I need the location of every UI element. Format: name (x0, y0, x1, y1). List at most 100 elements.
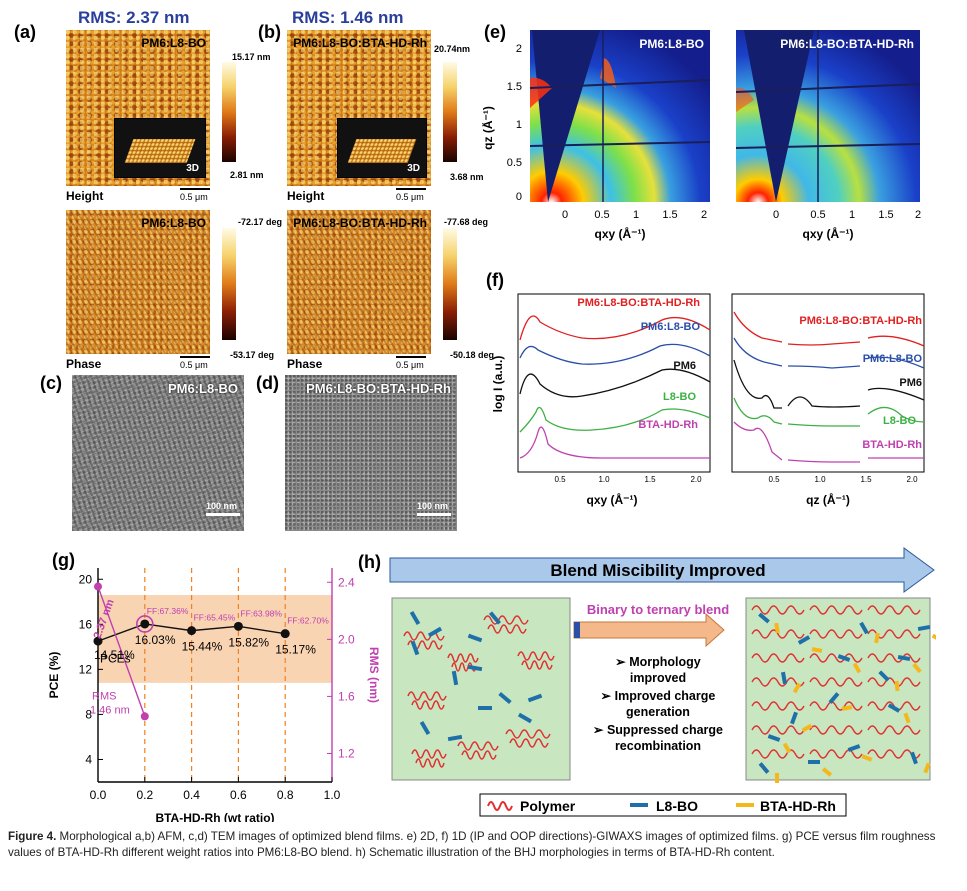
afm-b-3d-inset: 3D (337, 118, 427, 178)
tem-d-scalebar (417, 513, 451, 516)
chart-ylabel-right: RMS (nm) (367, 647, 380, 703)
tem-c-image: PM6:L8-BO 100 nm (72, 375, 244, 531)
l8bo-molecule (527, 693, 543, 703)
legend-rms: RMS (92, 690, 116, 702)
afm-a-phase-min: -53.17 deg (230, 350, 275, 360)
l8bo-molecule (447, 734, 463, 742)
rms-point (140, 712, 149, 721)
giwaxs-2d-xtick: 2 (915, 209, 921, 221)
afm-b-phase-min: -50.18 deg (450, 350, 495, 360)
afm-b-phase-scale-text: 0.5 μm (396, 360, 424, 370)
panel-label-d: (d) (256, 373, 279, 393)
giwaxs-2d-ytick: 1 (516, 119, 522, 131)
afm-a-rms: RMS: 2.37 nm (78, 8, 190, 27)
bta-molecule (852, 662, 862, 674)
polymer-chain (809, 629, 863, 639)
curve-right-ternary (733, 311, 925, 347)
arrow-label: Binary to ternary blend (587, 602, 729, 617)
bta-molecule (894, 680, 900, 692)
curve-right-bta (733, 421, 924, 463)
legend-pce: PCEs (100, 652, 131, 666)
curve-right-l8bo (733, 397, 925, 427)
polymer-chain (809, 725, 863, 735)
inset-3d-label: 3D (186, 163, 199, 174)
giwaxs-1d-xlabel-left: qxy (Å⁻¹) (587, 492, 638, 507)
curve-left-pm6 (519, 368, 711, 398)
tem-d-name: PM6:L8-BO:BTA-HD-Rh (306, 381, 451, 396)
afm-a-phase-image: PM6:L8-BO (66, 210, 210, 354)
highlight-band (98, 595, 332, 683)
afm-a-scalebar (180, 188, 210, 190)
afm-b-scale-text: 0.5 μm (396, 192, 424, 202)
rms-line (97, 586, 146, 717)
series-label-left: PM6:L8-BO:BTA-HD-Rh (577, 297, 700, 309)
l8bo-molecule (478, 706, 492, 710)
x-tick-label: 0.6 (230, 788, 247, 802)
pce-rms-chart: 4 8 12 16 20 1.2 1.6 2.0 2.4 0.0 0.2 0.4 0.6 0.8 1.0 1… (47, 568, 380, 822)
l8bo-molecule (410, 640, 420, 656)
polymer-chain (487, 624, 527, 634)
ternary-blend-box (745, 597, 931, 781)
panel-label-c: (c) (40, 373, 62, 393)
y-tick-label: 20 (79, 572, 93, 586)
y-right-tick-label: 2.4 (338, 575, 355, 589)
series-label-right: PM6:L8-BO:BTA-HD-Rh (799, 315, 922, 327)
bullet-morphology-line1: ➢ Morphology (615, 655, 701, 669)
polymer-chain (867, 605, 921, 615)
polymer-chain (483, 615, 529, 625)
giwaxs-1d-xtick: 2.0 (690, 475, 702, 484)
rms-bottom-label: 1.46 nm (90, 704, 130, 716)
legend-polymer: Polymer (520, 798, 576, 814)
polymer-chain (751, 725, 805, 735)
panel-label-b: (b) (258, 22, 281, 42)
polymer-chain (751, 653, 805, 663)
giwaxs-2d-xlabel-right: qxy (Å⁻¹) (803, 226, 854, 241)
panel-label-e: (e) (484, 22, 506, 42)
polymer-chain (751, 701, 805, 711)
giwaxs-2d-xlabel-left: qxy (Å⁻¹) (595, 226, 646, 241)
polymer-chain (867, 677, 921, 687)
afm-a-phase-colorbar (222, 228, 236, 340)
series-label-right: BTA-HD-Rh (862, 439, 922, 451)
afm-a-height-image: PM6:L8-BO 3D (66, 30, 210, 186)
y-right-tick-label: 1.2 (338, 746, 355, 760)
bta-molecule (903, 712, 911, 724)
x-tick-label: 0.8 (277, 788, 294, 802)
polymer-chain (751, 749, 805, 759)
afm-b-height-max: 20.74nm (434, 44, 471, 54)
polymer-chain (505, 729, 551, 739)
tem-c-scale-text: 100 nm (206, 501, 238, 511)
l8bo-molecule (797, 635, 811, 645)
inset-3d-label: 3D (407, 163, 420, 174)
bta-molecule (923, 762, 931, 774)
polymer-chain (751, 605, 805, 615)
ff-label: FF:63.98% (240, 608, 282, 618)
series-label-right: L8-BO (883, 415, 916, 427)
afm-b-height-image: PM6:L8-BO:BTA-HD-Rh 3D (287, 30, 431, 186)
giwaxs-2d-ytick: 1.5 (507, 81, 522, 93)
curve-right-binary (733, 337, 925, 369)
afm-a-phase-scale-text: 0.5 μm (180, 360, 208, 370)
chart-xlabel: BTA-HD-Rh (wt ratio) (155, 811, 274, 822)
bta-molecule (821, 767, 833, 777)
bta-molecule (874, 632, 880, 644)
tem-c-name: PM6:L8-BO (167, 381, 238, 396)
pce-value-label: 16.03% (135, 633, 176, 647)
polymer-chain (411, 700, 445, 710)
l8bo-molecule (758, 762, 770, 774)
giwaxs-1d-xtick: 2.0 (906, 475, 918, 484)
bullet-recomb-line2: recombination (615, 739, 701, 753)
afm-a-scale-text: 0.5 μm (180, 192, 208, 202)
series-label-left: L8-BO (663, 391, 696, 403)
polymer-chain (517, 651, 555, 661)
y-tick-label: 8 (85, 707, 92, 721)
tem-d-scale-text: 100 nm (417, 501, 449, 511)
giwaxs-2d-xtick: 1 (849, 209, 855, 221)
l8bo-molecule (467, 664, 483, 672)
polymer-chain (521, 660, 553, 670)
series-label-left: PM6 (673, 360, 696, 372)
giwaxs-1d-xtick: 1.0 (814, 475, 826, 484)
bta-molecule (811, 647, 823, 653)
curve-left-bta (519, 426, 710, 459)
afm-b-phase-label: Phase (287, 357, 323, 371)
